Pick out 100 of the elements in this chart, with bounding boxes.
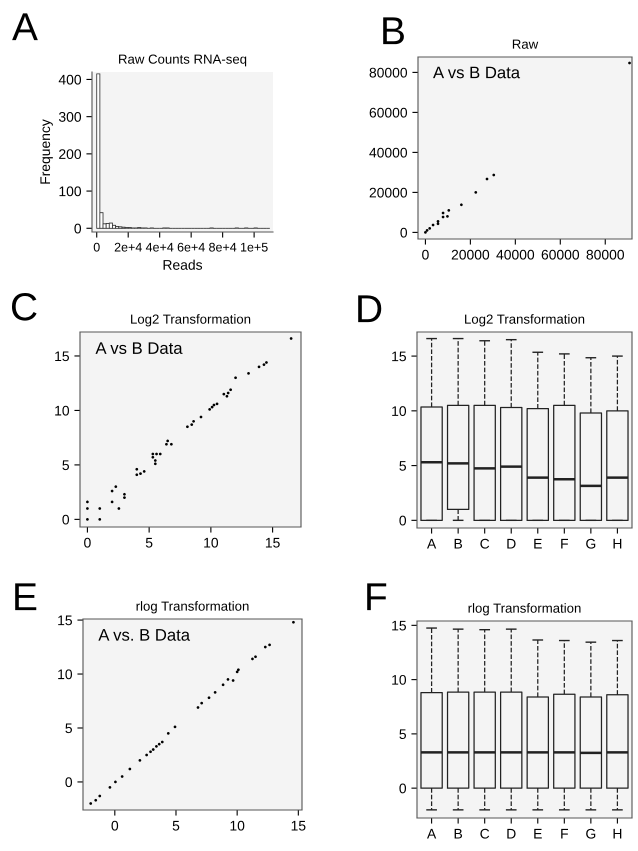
text: C (12, 293, 37, 321)
point (196, 706, 200, 709)
point (426, 229, 428, 232)
y-tick-label: 300 (58, 112, 82, 122)
x-tick-label: 15 (292, 820, 306, 831)
point (110, 490, 114, 492)
y-tick-label: 20000 (370, 188, 408, 198)
y-tick-label: 15 (392, 352, 406, 362)
point (254, 655, 257, 658)
point (436, 222, 440, 226)
point (170, 442, 173, 446)
point (222, 683, 224, 686)
point (154, 459, 157, 462)
point (145, 754, 148, 756)
point (192, 420, 195, 423)
y-tick-label: 0 (74, 224, 82, 234)
point (436, 220, 440, 223)
point (151, 452, 154, 456)
point (160, 740, 164, 744)
x-tick-label: G (586, 538, 596, 549)
y-tick-label: 0 (399, 783, 406, 794)
x-tick-label: 60000 (542, 250, 580, 260)
point (135, 473, 138, 476)
chart-title: Log2 Transformation (465, 314, 584, 326)
text: A (12, 13, 38, 40)
point (265, 361, 268, 364)
y-tick-label: 10 (392, 406, 406, 416)
x-tick-label: 80000 (586, 250, 624, 260)
y-tick-label: 15 (392, 620, 406, 631)
x-tick-label: 15 (266, 538, 280, 548)
x-tick-label: 1e+5 (240, 242, 268, 252)
x-tick-label: E (534, 538, 542, 548)
point (114, 485, 118, 488)
point (128, 768, 132, 770)
chart-title: rlog Transformation (468, 603, 580, 616)
point (108, 786, 112, 789)
y-tick-label: 0 (400, 228, 408, 238)
point (166, 440, 170, 442)
point (226, 392, 230, 394)
point (208, 696, 210, 700)
x-tick-label: A (426, 828, 436, 838)
point (98, 794, 102, 798)
y-tick-label: 5 (62, 460, 69, 470)
x-tick-label: G (586, 828, 596, 839)
point (149, 750, 152, 754)
point (447, 209, 450, 212)
point (628, 62, 631, 64)
x-tick-label: B (454, 538, 462, 548)
x-tick-label: 0 (111, 820, 118, 831)
x-tick-label: 20000 (452, 250, 490, 260)
point (247, 372, 250, 375)
point (158, 452, 162, 456)
x-tick-label: 40000 (496, 250, 534, 260)
point (86, 500, 89, 504)
x-tick-label: B (454, 828, 462, 838)
y-tick-label: 40000 (369, 148, 408, 158)
x-tick-label: H (614, 828, 622, 838)
chart-title: Log2 Transformation (131, 314, 250, 326)
text: F (367, 583, 386, 610)
point (212, 404, 216, 406)
x-axis-title: Reads (164, 260, 202, 270)
point (262, 363, 266, 366)
y-axis-title: Frequency (40, 119, 53, 184)
point (290, 337, 293, 340)
point (86, 518, 89, 521)
point (94, 798, 98, 802)
point (258, 365, 260, 368)
x-tick-label: 10 (230, 820, 244, 831)
y-tick-label: 5 (65, 723, 72, 734)
y-tick-label: 15 (55, 351, 70, 362)
point (442, 212, 444, 214)
point (492, 174, 496, 176)
point (424, 231, 427, 234)
x-tick-label: 5 (172, 820, 180, 831)
point (123, 492, 126, 496)
point (165, 442, 168, 446)
point (428, 227, 432, 230)
x-tick-label: 2e+4 (114, 242, 142, 252)
x-tick-label: 10 (204, 538, 218, 548)
point (166, 732, 170, 735)
y-tick-label: 60000 (370, 108, 408, 118)
point (89, 802, 92, 805)
text: D (358, 295, 382, 322)
point (226, 394, 228, 398)
point (486, 178, 488, 180)
x-tick-label: E (534, 828, 542, 838)
y-tick-label: 200 (59, 149, 82, 160)
point (214, 690, 217, 694)
point (118, 507, 120, 510)
point (138, 758, 142, 762)
point (154, 462, 157, 466)
point (292, 620, 295, 624)
chart-title: rlog Transformation (136, 601, 248, 614)
y-tick-label: 0 (399, 516, 406, 526)
y-tick-label: 10 (55, 406, 70, 416)
point (110, 500, 114, 504)
point (268, 644, 271, 646)
point (216, 402, 218, 406)
x-tick-label: 5 (146, 538, 152, 548)
point (155, 452, 158, 456)
